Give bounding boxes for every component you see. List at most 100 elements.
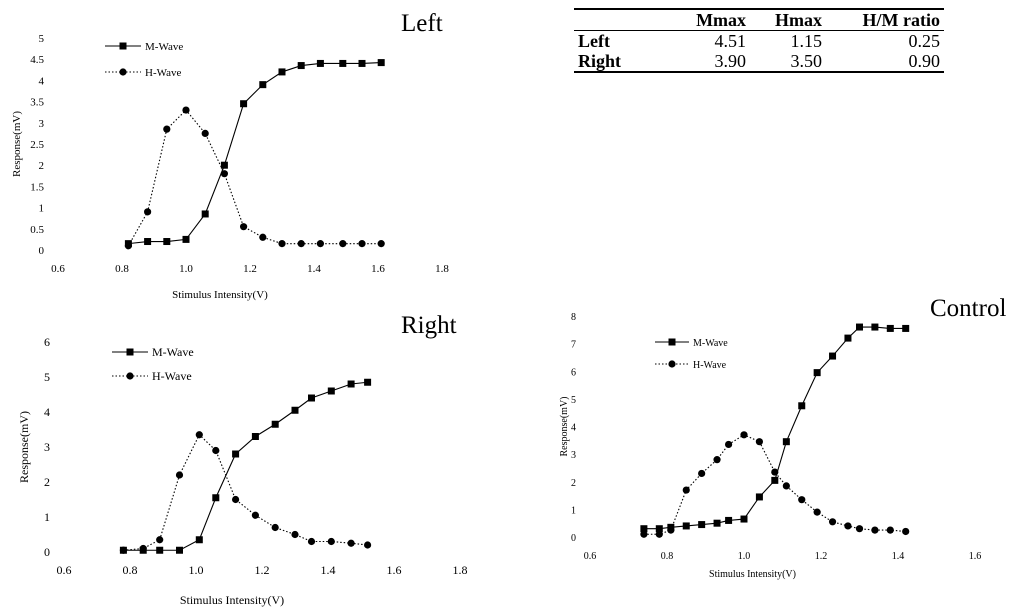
data-point-square <box>308 394 315 402</box>
data-point-square <box>271 420 279 428</box>
right-chart-plot: 0 1 2 3 4 5 6 0.6 0.8 1.0 1.2 1.4 1.6 1.8 Stimulus Int… <box>17 335 468 607</box>
data-point-circle <box>297 240 305 248</box>
data-point-circle <box>291 530 299 539</box>
x-tick-label: 0.8 <box>115 263 129 275</box>
data-point-circle <box>813 508 821 516</box>
data-point-square <box>291 406 299 414</box>
data-point-circle <box>182 106 190 114</box>
data-point-circle <box>828 518 837 526</box>
control-chart-plot: 0 1 2 3 4 5 6 7 8 0.6 0.8 1.0 1.2 1.4 1.6 Stimulus Inte… <box>559 312 981 580</box>
data-point-circle <box>855 525 864 533</box>
data-point-circle <box>725 440 733 449</box>
series-line-h-wave <box>123 433 368 551</box>
y-axis-label: Response(mV) <box>559 397 570 457</box>
data-point-circle <box>163 125 171 133</box>
y-tick-label: 2 <box>44 475 50 489</box>
left-chart-title: Left <box>401 10 443 37</box>
data-point-square <box>251 433 259 440</box>
x-tick-label: 1.2 <box>243 263 257 275</box>
legend-label: M-Wave <box>145 41 183 53</box>
data-point-circle <box>682 486 690 494</box>
data-point-circle <box>871 526 879 534</box>
data-point-square <box>212 494 220 502</box>
data-point-circle <box>377 240 385 248</box>
data-point-square <box>640 525 648 533</box>
data-point-square <box>176 546 183 554</box>
data-point-circle <box>124 242 132 250</box>
y-tick-label: 4 <box>39 75 45 87</box>
table-cell: 3.90 <box>714 51 747 71</box>
x-axis-label: Stimulus Intensity(V) <box>180 593 284 607</box>
data-point-square <box>201 210 209 218</box>
table-row-label: Left <box>578 31 610 51</box>
data-point-square <box>725 516 733 524</box>
data-point-circle <box>139 544 147 553</box>
data-point-circle <box>220 170 228 178</box>
x-tick-label: 0.6 <box>51 263 65 275</box>
data-point-square <box>798 402 806 410</box>
data-point-circle <box>347 539 355 547</box>
data-point-square <box>316 59 324 67</box>
control-chart: 0 1 2 3 4 5 6 7 8 0.6 0.8 1.0 1.2 1.4 1.6 Stimulus Inte… <box>555 305 995 590</box>
legend-marker-square <box>119 42 127 50</box>
data-point-square <box>829 352 837 360</box>
y-tick-label: 5 <box>44 370 50 384</box>
legend-marker-circle <box>126 372 134 380</box>
data-point-circle <box>844 522 852 530</box>
data-point-circle <box>358 240 366 248</box>
data-point-square <box>871 323 879 331</box>
data-point-circle <box>327 537 335 546</box>
data-point-square <box>364 378 372 386</box>
table-cell: 1.15 <box>790 31 822 51</box>
y-tick-label: 1 <box>39 203 45 215</box>
data-point-square <box>771 476 779 484</box>
data-point-circle <box>798 496 806 504</box>
y-tick-label: 8 <box>571 312 576 323</box>
table-cell: 0.90 <box>908 51 941 71</box>
y-tick-label: 2.5 <box>30 139 44 151</box>
control-chart-title: Control <box>930 295 1007 322</box>
legend-marker-circle <box>668 360 676 368</box>
y-tick-label: 4.5 <box>30 54 44 66</box>
data-point-circle <box>271 523 279 532</box>
y-tick-label: 3 <box>44 440 50 454</box>
table-row-label: Right <box>578 51 622 71</box>
data-point-square <box>856 323 863 331</box>
x-tick-label: 0.8 <box>661 551 674 562</box>
x-tick-label: 1.6 <box>387 563 402 577</box>
data-point-circle <box>156 536 164 544</box>
y-tick-label: 2 <box>39 160 45 172</box>
y-tick-label: 3.5 <box>30 97 44 109</box>
data-point-circle <box>278 240 286 248</box>
x-tick-label: 1.4 <box>307 263 321 275</box>
x-tick-label: 1.2 <box>815 551 828 562</box>
data-point-square <box>240 100 248 108</box>
y-tick-label: 0.5 <box>30 224 44 236</box>
data-point-square <box>156 546 164 554</box>
data-point-circle <box>195 431 203 439</box>
x-tick-label: 1.6 <box>371 263 385 275</box>
table-cell: 4.51 <box>714 31 747 51</box>
legend-marker-square <box>126 348 134 356</box>
data-point-circle <box>259 233 267 241</box>
data-point-square <box>163 238 171 246</box>
data-point-circle <box>771 468 779 476</box>
data-point-circle <box>364 541 372 549</box>
series-line-m-wave <box>128 62 382 245</box>
data-point-circle <box>144 208 152 216</box>
series-line-h-wave <box>643 434 906 535</box>
data-point-square <box>220 161 228 169</box>
right-chart-title: Right <box>401 312 457 339</box>
data-point-circle <box>886 526 894 534</box>
data-point-square <box>740 515 748 523</box>
left-chart: 0 0.5 1 1.5 2 2.5 3 3.5 4 4.5 5 0.6 0.8 1.0 1.2 1.4 1.6 1… <box>0 28 470 312</box>
x-tick-label: 1.0 <box>738 551 751 562</box>
y-tick-label: 5 <box>571 395 576 406</box>
y-tick-label: 6 <box>571 367 576 378</box>
data-point-circle <box>782 482 790 490</box>
y-tick-label: 2 <box>571 478 576 489</box>
summary-table: Mmax Hmax H/M ratio Left 4.51 1.15 0.25 … <box>574 8 944 73</box>
data-point-circle <box>667 526 675 534</box>
x-tick-label: 1.0 <box>179 263 193 275</box>
data-point-circle <box>251 511 259 519</box>
